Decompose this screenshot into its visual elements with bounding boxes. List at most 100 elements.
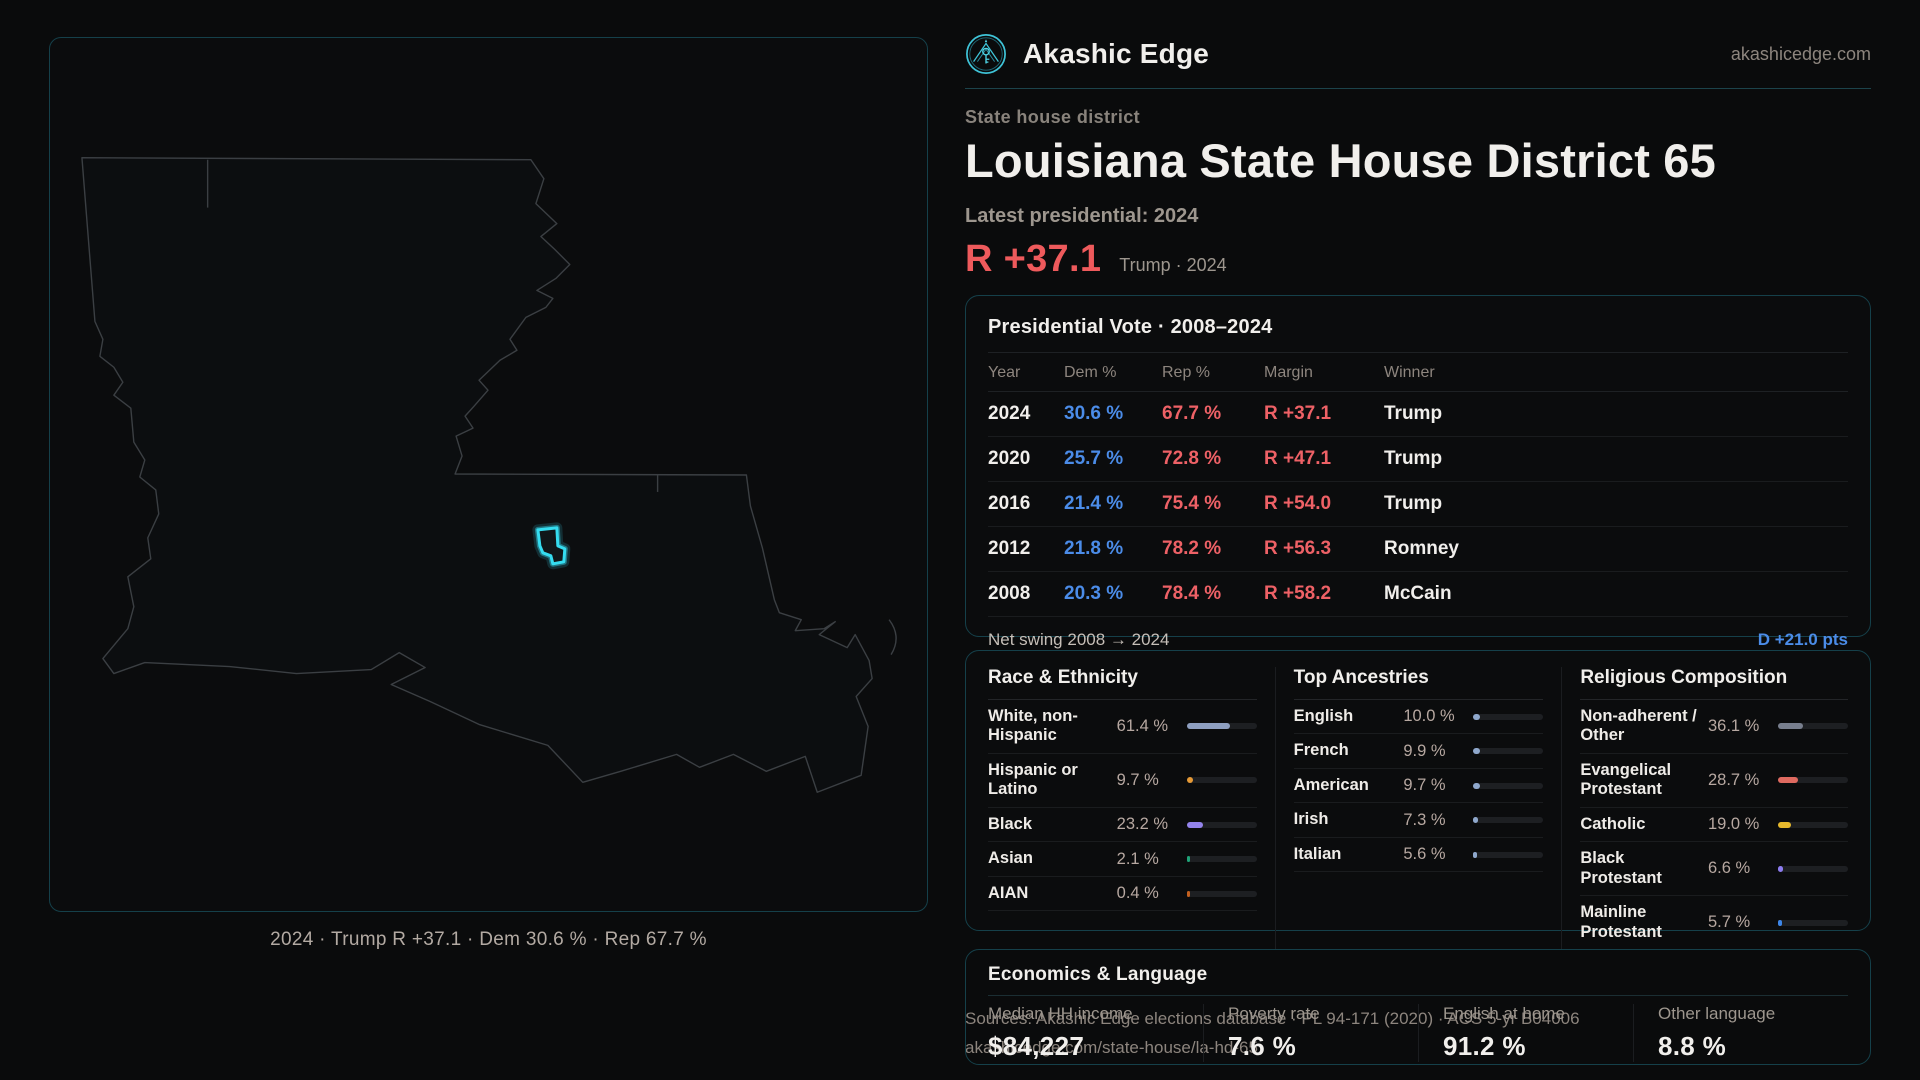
demo-row-value: 2.1 % <box>1116 849 1159 868</box>
vote-cell-rep-pct: 72.8 % <box>1162 437 1264 482</box>
vote-cell-winner: Trump <box>1384 392 1848 437</box>
demo-row-label: Catholic <box>1580 814 1646 833</box>
demo-row-value: 61.4 % <box>1116 716 1169 735</box>
vote-column-header: Year <box>988 353 1064 392</box>
demographics-card: Race & Ethnicity White, non-Hispanic 61.4 … <box>965 650 1871 951</box>
demo-row: Italian 5.6 % <box>1293 838 1544 873</box>
demo-row-value: 10.0 % <box>1403 707 1455 726</box>
demo-row: Mainline Protestant 5.7 % <box>1580 896 1848 951</box>
district-65-highlight[interactable] <box>532 522 571 570</box>
econ-stat-label: Other language <box>1658 1004 1776 1023</box>
demo-row-value: 19.0 % <box>1707 815 1760 834</box>
sources-line: Sources: Akashic Edge elections database… <box>965 1009 1580 1028</box>
vote-cell-dem-pct: 20.3 % <box>1064 572 1162 617</box>
sources-url-link[interactable]: akashicedge.com/state-house/la-hd-65 <box>965 1038 1258 1057</box>
vote-column-header: Dem % <box>1064 353 1162 392</box>
vote-cell-rep-pct: 75.4 % <box>1162 482 1264 527</box>
demo-row-label: French <box>1293 741 1349 760</box>
demo-row-bar-fill <box>1777 919 1782 926</box>
louisiana-state-outline <box>81 157 873 793</box>
demo-row-bar-track <box>1186 856 1257 863</box>
vote-column-header: Margin <box>1264 353 1384 392</box>
econ-stat-value: 7.6 % <box>1228 1031 1296 1061</box>
sources-note: Sources: Akashic Edge elections database… <box>965 1004 1580 1062</box>
econ-stat-label: Median HH income <box>988 1004 1133 1023</box>
demo-row-bar-track <box>1473 782 1544 789</box>
demo-row: English 10.0 % <box>1293 700 1544 735</box>
demo-row-label: Asian <box>988 849 1033 868</box>
demo-row-label: Italian <box>1293 844 1342 863</box>
vote-cell-dem-pct: 21.8 % <box>1064 527 1162 572</box>
demo-row: White, non-Hispanic 61.4 % <box>988 700 1257 754</box>
demo-row-bar-fill <box>1777 777 1799 784</box>
demo-row: Black 23.2 % <box>988 808 1257 843</box>
vote-cell-margin: R +54.0 <box>1264 482 1384 527</box>
demo-row: Catholic 19.0 % <box>1580 808 1848 843</box>
vote-cell-margin: R +47.1 <box>1264 437 1384 482</box>
demo-row: Non-adherent / Other 36.1 % <box>1580 700 1848 754</box>
demo-row-bar-fill <box>1186 856 1190 863</box>
vote-cell-year: 2008 <box>988 572 1064 617</box>
demo-row-bar-track <box>1473 817 1544 824</box>
brand-name: Akashic Edge <box>1023 38 1210 69</box>
vote-cell-dem-pct: 30.6 % <box>1064 392 1162 437</box>
demo-column-race: Race & Ethnicity White, non-Hispanic 61.4 … <box>988 667 1275 950</box>
econ-stat: Other language 8.8 % <box>1633 1004 1848 1062</box>
chandeleur-islands-arc <box>888 619 897 655</box>
demo-row: Hispanic or Latino 9.7 % <box>988 754 1257 808</box>
vote-cell-winner: McCain <box>1384 572 1848 617</box>
econ-stat-value: $84,227 <box>988 1031 1085 1061</box>
vote-cell-dem-pct: 25.7 % <box>1064 437 1162 482</box>
demo-row-bar-fill <box>1473 748 1481 755</box>
demo-row: French 9.9 % <box>1293 734 1544 769</box>
margin-context: Trump · 2024 <box>1119 255 1227 275</box>
map-caption: 2024 · Trump R +37.1 · Dem 30.6 % · Rep … <box>270 929 707 950</box>
demo-row-label: Non-adherent / Other <box>1580 707 1697 745</box>
demo-row-label: English <box>1293 707 1354 725</box>
demo-row-value: 9.9 % <box>1403 741 1446 760</box>
akashic-edge-logo-icon <box>966 34 1006 74</box>
econ-stat: Median HH income $84,227 <box>988 1004 1203 1062</box>
demo-row-value: 0.4 % <box>1116 884 1159 903</box>
demo-row-label: Black <box>988 814 1033 833</box>
demo-row-bar-track <box>1186 723 1257 730</box>
demo-row-value: 5.7 % <box>1707 913 1751 932</box>
demo-row-bar-track <box>1473 713 1544 720</box>
demo-row-value: 9.7 % <box>1403 776 1446 795</box>
vote-column-header: Winner <box>1384 353 1848 392</box>
latest-presidential-label: Latest presidential: 2024 <box>965 205 1199 227</box>
brand-domain-link[interactable]: akashicedge.com <box>1730 43 1871 64</box>
brand-home-link[interactable]: Akashic Edge <box>965 33 1209 75</box>
demo-row-bar-fill <box>1473 782 1481 789</box>
demo-row-bar-fill <box>1186 821 1203 828</box>
econ-stat-value: 91.2 % <box>1443 1031 1526 1061</box>
vote-cell-margin: R +58.2 <box>1264 572 1384 617</box>
demo-row-value: 6.6 % <box>1707 859 1751 878</box>
net-swing-row: Net swing 2008 → 2024 D +21.0 pts <box>988 617 1848 663</box>
demo-row-bar-fill <box>1186 777 1194 784</box>
demo-column-ancestries: Top Ancestries English 10.0 % French 9.9 % Am… <box>1274 667 1562 951</box>
econ-stat-label: English at home <box>1443 1004 1565 1023</box>
vote-cell-winner: Trump <box>1384 482 1848 527</box>
vote-cell-year: 2024 <box>988 392 1064 437</box>
vote-cell-year: 2012 <box>988 527 1064 572</box>
louisiana-map <box>81 157 897 793</box>
demo-column-religion: Religious Composition Non-adherent / Othe… <box>1561 667 1848 951</box>
vote-cell-margin: R +37.1 <box>1264 392 1384 437</box>
demo-row-value: 9.7 % <box>1116 770 1159 789</box>
vote-cell-rep-pct: 78.2 % <box>1162 527 1264 572</box>
demo-row: Evangelical Protestant 28.7 % <box>1580 754 1848 808</box>
page-title: Louisiana State House District 65 <box>965 134 1716 187</box>
margin-value: R +37.1 <box>965 238 1102 280</box>
demo-row-bar-fill <box>1186 723 1230 730</box>
demo-row-bar-track <box>1186 890 1257 897</box>
demo-column-title: Top Ancestries <box>1293 667 1544 700</box>
demo-row-bar-fill <box>1777 821 1792 828</box>
district-map-panel <box>49 37 928 912</box>
vote-cell-year: 2016 <box>988 482 1064 527</box>
demo-row-value: 7.3 % <box>1403 810 1446 829</box>
demo-row-label: Evangelical Protestant <box>1580 760 1672 799</box>
demo-row-bar-track <box>1777 865 1848 872</box>
demo-row: Irish 7.3 % <box>1293 803 1544 838</box>
demo-column-title: Religious Composition <box>1580 667 1848 700</box>
